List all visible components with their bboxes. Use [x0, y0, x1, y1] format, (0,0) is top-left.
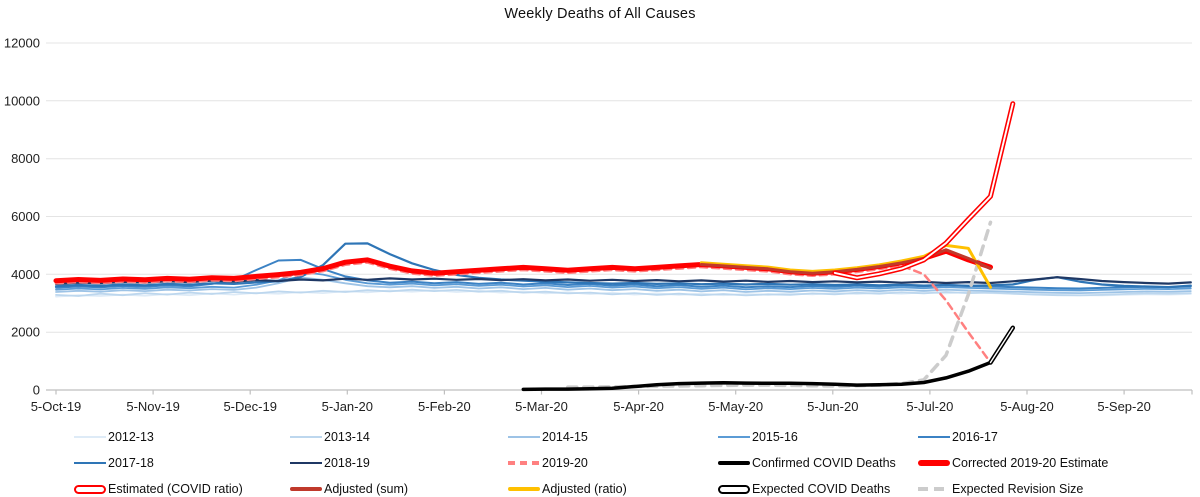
- legend-label-2016-17: 2016-17: [952, 430, 998, 444]
- x-tick-label-5-feb-20: 5-Feb-20: [418, 399, 471, 414]
- series-expected-revision-size-line: [566, 220, 993, 389]
- legend-swatch-adjusted-ratio: [508, 487, 540, 491]
- legend-item-2012-13: 2012-13: [74, 429, 154, 445]
- legend-swatch-2015-16: [718, 435, 750, 439]
- legend-item-adjusted-ratio: Adjusted (ratio): [508, 481, 627, 497]
- legend-item-2016-17: 2016-17: [918, 429, 998, 445]
- legend-label-confirmed-covid-deaths: Confirmed COVID Deaths: [752, 456, 896, 470]
- legend-label-expected-covid-deaths: Expected COVID Deaths: [752, 482, 891, 496]
- x-tick-label-5-dec-19: 5-Dec-19: [223, 399, 276, 414]
- legend-label-2015-16: 2015-16: [752, 430, 798, 444]
- legend-swatch-expected-revision-size: [918, 486, 950, 492]
- legend-item-2018-19: 2018-19: [290, 455, 370, 471]
- legend-swatch-2013-14: [290, 435, 322, 439]
- legend-item-expected-revision-size: Expected Revision Size: [918, 481, 1083, 497]
- y-tick-label-6000: 6000: [11, 209, 40, 224]
- series-estimated-covid-ratio-line: [832, 101, 1016, 281]
- legend-swatch-confirmed-covid-deaths: [718, 460, 750, 466]
- x-tick-label-5-oct-19: 5-Oct-19: [31, 399, 82, 414]
- series-estimated-covid-ratio-inner-line: [833, 102, 1014, 279]
- legend-swatch-adjusted-sum: [290, 487, 322, 491]
- x-tick-label-5-jul-20: 5-Jul-20: [906, 399, 953, 414]
- x-tick-label-5-nov-19: 5-Nov-19: [126, 399, 179, 414]
- legend-label-2019-20: 2019-20: [542, 456, 588, 470]
- legend-item-confirmed-covid-deaths: Confirmed COVID Deaths: [718, 455, 896, 471]
- legend-item-2019-20: 2019-20: [508, 455, 588, 471]
- legend-swatch-2017-18: [74, 461, 106, 465]
- series-2013-14-line: [55, 288, 1192, 297]
- legend-swatch-estimated-covid-ratio: [74, 484, 106, 494]
- series-expected-covid-deaths-inner-line: [989, 327, 1014, 364]
- series-adjusted-sum-line: [699, 248, 992, 275]
- chart-plot-area: 0 2000 4000 6000 8000 10000 12000 5-Oct-19 5-Nov…: [4, 36, 1193, 414]
- legend-item-expected-covid-deaths: Expected COVID Deaths: [718, 481, 890, 497]
- series-confirmed-covid-deaths-line: [521, 360, 993, 392]
- legend-item-2015-16: 2015-16: [718, 429, 798, 445]
- legend-label-estimated-covid-ratio: Estimated (COVID ratio): [108, 482, 243, 496]
- legend-item-2013-14: 2013-14: [290, 429, 370, 445]
- legend-item-estimated-covid-ratio: Estimated (COVID ratio): [74, 481, 243, 497]
- legend-swatch-2018-19: [290, 461, 322, 465]
- legend-label-adjusted-sum: Adjusted (sum): [324, 482, 409, 496]
- legend-swatch-2012-13: [74, 435, 106, 439]
- y-tick-label-8000: 8000: [11, 151, 40, 166]
- series-2017-18-line: [54, 242, 1192, 289]
- legend-item-2014-15: 2014-15: [508, 429, 588, 445]
- legend-swatch-2014-15: [508, 435, 540, 439]
- y-tick-label-10000: 10000: [4, 93, 40, 108]
- legend-label-expected-revision-size: Expected Revision Size: [952, 482, 1084, 496]
- x-tick-label-5-aug-20: 5-Aug-20: [1000, 399, 1053, 414]
- legend-label-adjusted-ratio: Adjusted (ratio): [542, 482, 627, 496]
- series-2014-15-line: [55, 276, 1192, 295]
- y-tick-label-12000: 12000: [4, 36, 40, 51]
- x-tick-label-5-jan-20: 5-Jan-20: [322, 399, 373, 414]
- legend-label-2012-13: 2012-13: [108, 430, 154, 444]
- legend-label-corrected-2019-20-estimate: Corrected 2019-20 Estimate: [952, 456, 1109, 470]
- legend-swatch-2016-17: [918, 435, 950, 439]
- legend-label-2013-14: 2013-14: [324, 430, 370, 444]
- series-2015-16-line: [55, 270, 1192, 292]
- x-tick-label-5-jun-20: 5-Jun-20: [807, 399, 858, 414]
- y-tick-label-0: 0: [33, 383, 40, 398]
- legend-label-2014-15: 2014-15: [542, 430, 588, 444]
- legend-item-corrected-2019-20-estimate: Corrected 2019-20 Estimate: [918, 455, 1108, 471]
- legend-swatch-expected-covid-deaths: [718, 484, 750, 494]
- legend-label-2018-19: 2018-19: [324, 456, 370, 470]
- legend-item-adjusted-sum: Adjusted (sum): [290, 481, 408, 497]
- legend-swatch-corrected-2019-20-estimate: [918, 459, 950, 467]
- legend-item-2017-18: 2017-18: [74, 455, 154, 471]
- series-2018-19-line: [54, 276, 1192, 285]
- y-tick-label-2000: 2000: [11, 325, 40, 340]
- x-tick-label-5-sep-20: 5-Sep-20: [1097, 399, 1150, 414]
- legend-label-2017-18: 2017-18: [108, 456, 154, 470]
- legend-swatch-2019-20: [508, 461, 540, 465]
- x-tick-label-5-may-20: 5-May-20: [708, 399, 763, 414]
- x-tick-label-5-mar-20: 5-Mar-20: [515, 399, 568, 414]
- x-tick-label-5-apr-20: 5-Apr-20: [613, 399, 664, 414]
- chart-title: Weekly Deaths of All Causes: [504, 6, 696, 22]
- y-tick-label-4000: 4000: [11, 267, 40, 282]
